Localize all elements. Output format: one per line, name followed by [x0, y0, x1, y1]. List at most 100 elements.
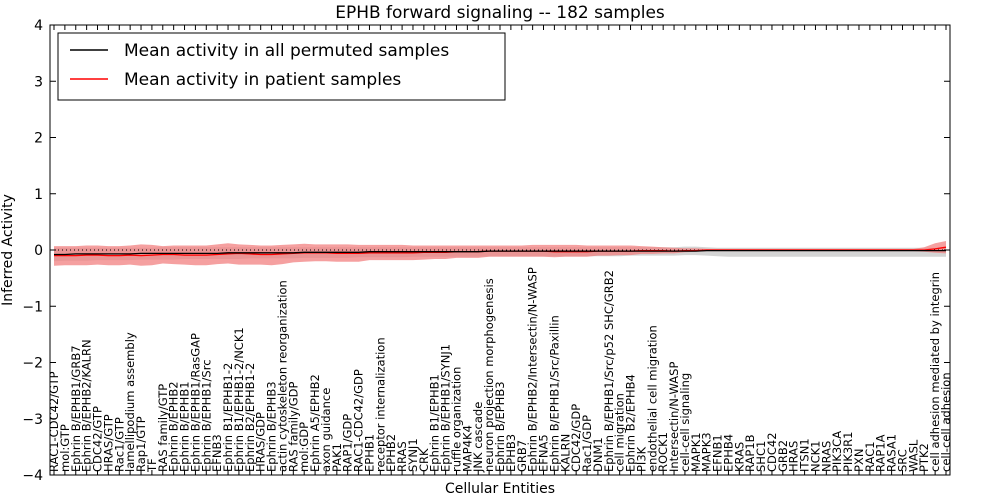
- x-category-label: JNK cascade: [471, 402, 485, 473]
- x-category-label: HRAS: [787, 441, 801, 472]
- plot-area: 43210−1−2−3−4RAC1-CDC42/GTPmol:GTPEphrin…: [22, 18, 953, 484]
- y-tick-label: −3: [22, 412, 43, 428]
- x-category-label: Ephrin B/EPHB2/KALRN: [80, 339, 94, 472]
- x-category-label: Intersectin/N-WASP: [667, 362, 681, 472]
- series-line-permuted: [54, 249, 946, 256]
- x-category-label: KRAS: [732, 442, 746, 472]
- y-tick-label: 2: [34, 131, 43, 147]
- x-category-label: Ephrin B/EPHB2/Intersectin/N-WASP: [526, 267, 540, 472]
- x-category-label: CDC42: [765, 432, 779, 472]
- x-category-label: Ephrin B/EPHB1/Src: [199, 359, 213, 472]
- x-category-label: PXN: [852, 449, 866, 472]
- x-category-label: RAS family/GTP: [156, 384, 170, 472]
- x-category-label: EFNB1: [711, 434, 725, 472]
- x-category-label: Ephrin B1/EPHB1-2/NCK1: [232, 327, 246, 472]
- x-category-label: Ephrin B/EPHB1/GRB7: [69, 345, 83, 472]
- x-category-label: RAC1-CDC42/GTP: [47, 371, 61, 472]
- y-tick-label: 0: [34, 243, 43, 259]
- y-tick-label: 1: [34, 187, 43, 203]
- y-axis-label: Inferred Activity: [0, 194, 16, 306]
- y-tick-label: 3: [34, 74, 43, 90]
- x-category-label: KALRN: [558, 434, 572, 472]
- x-category-label: EPHB1: [363, 434, 377, 472]
- x-category-label: Ephrin A5/EPHB2: [308, 374, 322, 472]
- x-category-label: RAS family/GDP: [286, 382, 300, 472]
- x-category-label: Ephrin B1/EPHB1-2: [221, 363, 235, 472]
- x-category-label: MAP4K4: [460, 425, 474, 472]
- x-category-label: HRAS/GDP: [254, 412, 268, 472]
- x-category-label: SRC: [896, 449, 910, 472]
- x-category-label: NRAS: [819, 441, 833, 472]
- x-category-label: TF: [145, 458, 159, 473]
- x-category-label: CDC42/GDP: [569, 404, 583, 472]
- x-category-label: mol:GTP: [58, 424, 72, 472]
- y-tick-label: −1: [22, 299, 43, 315]
- x-category-label: Ephrin B/EPHB1: [178, 381, 192, 472]
- x-category-label: SYNJ1: [406, 438, 420, 472]
- x-category-label: Ephrin B/EPHB1/SYNJ1: [439, 344, 453, 472]
- x-category-label: GRB2: [776, 440, 790, 472]
- x-category-label: HRAS/GTP: [101, 414, 115, 472]
- x-category-label: cell migration: [613, 393, 627, 472]
- x-category-label: endothelial cell migration: [645, 325, 659, 472]
- x-category-label: RAP1A: [874, 434, 888, 472]
- x-category-label: CDC42/GTP: [91, 406, 105, 472]
- x-category-label: receptor internalization: [373, 337, 387, 472]
- x-category-label: RASA1: [885, 434, 899, 472]
- x-category-label: cell adhesion mediated by integrin: [928, 272, 942, 472]
- x-category-label: cell-cell signaling: [678, 373, 692, 472]
- x-category-label: Rap1/GTP: [134, 416, 148, 472]
- confidence-band-patient: [54, 241, 946, 266]
- x-category-label: Rac1/GTP: [112, 417, 126, 472]
- x-category-label: RRAS: [395, 441, 409, 472]
- x-category-label: Ephrin B/EPHB3: [265, 381, 279, 472]
- x-category-label: Ephrin B/EPHB1/Src/Paxillin: [547, 315, 561, 472]
- x-category-label: MAPK1: [689, 432, 703, 472]
- x-category-label: Ephrin B/EPHB1/RasGAP: [188, 333, 202, 472]
- x-category-label: Ephrin B/EPHB1/Src/p52 SHC/GRB2: [602, 270, 616, 472]
- x-category-label: EPHB2: [384, 434, 398, 472]
- x-category-label: Ephrin B2/EPHB4: [624, 374, 638, 472]
- x-category-label: MAPK3: [700, 432, 714, 472]
- x-category-label: EFNB3: [210, 434, 224, 472]
- x-category-label: PAK1: [330, 443, 344, 472]
- legend-label-permuted: Mean activity in all permuted samples: [124, 41, 449, 61]
- y-tick-label: 4: [34, 18, 43, 34]
- x-category-label: cell-cell adhesion: [939, 372, 953, 472]
- x-category-label: SHC1: [754, 441, 768, 472]
- x-category-label: GRB7: [515, 440, 529, 472]
- x-category-label: lamellipodium assembly: [123, 332, 137, 472]
- x-category-label: DNM1: [591, 437, 605, 472]
- x-category-label: EPHB4: [721, 434, 735, 472]
- x-category-label: RAP1B: [743, 434, 757, 472]
- x-axis-label: Cellular Entities: [445, 481, 555, 497]
- x-category-label: ROCK1: [656, 432, 670, 472]
- legend-box: [57, 32, 506, 101]
- x-category-label: NCK1: [809, 441, 823, 473]
- x-category-label: mol:GDP: [297, 422, 311, 472]
- x-category-label: Rac1/GDP: [580, 415, 594, 472]
- legend: Mean activity in all permuted samples Me…: [57, 32, 506, 101]
- x-category-label: RAC1-CDC42/GDP: [352, 369, 366, 472]
- legend-label-patient: Mean activity in patient samples: [124, 70, 401, 90]
- y-tick-label: −4: [22, 468, 43, 484]
- x-category-label: PTK2: [917, 443, 931, 472]
- x-category-label: Ephrin B2/EPHB1-2: [243, 363, 257, 472]
- x-category-label: PIK3R1: [841, 432, 855, 473]
- x-category-label: actin cytoskeleton reorganization: [275, 280, 289, 472]
- x-category-label: Ephrin B1/EPHB1: [428, 374, 442, 472]
- x-category-label: EFNA5: [537, 434, 551, 472]
- x-category-label: Ephrin B/EPHB2: [167, 381, 181, 472]
- x-category-label: neuron projection morphogenesis: [482, 278, 496, 472]
- x-category-label: WASL: [906, 439, 920, 472]
- x-category-label: axon guidance: [319, 388, 333, 472]
- y-tick-label: −2: [22, 356, 43, 372]
- x-category-label: EPHB3: [504, 434, 518, 472]
- x-category-label: RAP1/GDP: [341, 414, 355, 472]
- x-category-label: PI3K: [634, 446, 648, 472]
- x-category-label: ITSN1: [798, 438, 812, 472]
- chart-title: EPHB forward signaling -- 182 samples: [335, 3, 665, 23]
- x-category-label: PIK3CA: [830, 431, 844, 472]
- x-category-label: Ephrin B/EPHB3: [493, 381, 507, 472]
